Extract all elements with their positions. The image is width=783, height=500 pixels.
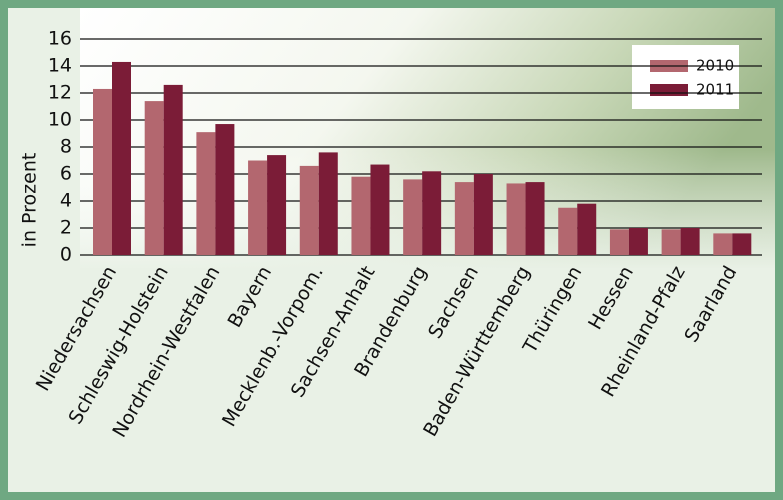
y-axis-label: in Prozent xyxy=(19,153,41,248)
bar xyxy=(318,152,338,255)
bar xyxy=(473,174,493,255)
bar xyxy=(144,101,164,255)
y-tick-label: 10 xyxy=(48,109,72,131)
y-tick-label: 8 xyxy=(60,136,72,158)
bar xyxy=(732,233,752,255)
bar xyxy=(525,182,545,255)
bar xyxy=(403,179,423,255)
y-tick-label: 14 xyxy=(48,55,72,77)
y-tick-label: 12 xyxy=(48,82,72,104)
y-tick-label: 2 xyxy=(60,217,72,239)
bar xyxy=(422,171,442,255)
bar xyxy=(93,88,112,255)
bar xyxy=(163,84,183,256)
y-tick-label: 16 xyxy=(48,28,72,50)
bar xyxy=(454,182,474,255)
bar xyxy=(248,160,268,255)
bar xyxy=(506,183,526,255)
bar xyxy=(609,229,629,255)
bar xyxy=(215,124,235,255)
bar xyxy=(299,165,319,255)
bar xyxy=(680,228,700,255)
bar xyxy=(577,203,597,255)
y-tick-label: 4 xyxy=(60,190,72,212)
bar xyxy=(267,155,287,255)
bar xyxy=(351,176,371,255)
bar xyxy=(713,233,733,255)
legend-box xyxy=(632,45,739,109)
bar xyxy=(196,132,216,255)
legend-swatch xyxy=(650,84,688,96)
y-tick-label: 6 xyxy=(60,163,72,185)
bar xyxy=(558,207,578,255)
bar xyxy=(628,228,648,255)
bar xyxy=(112,61,131,256)
y-tick-label: 0 xyxy=(60,244,72,266)
bar xyxy=(370,164,390,255)
bar xyxy=(661,229,681,255)
legend-label: 2011 xyxy=(696,81,734,99)
